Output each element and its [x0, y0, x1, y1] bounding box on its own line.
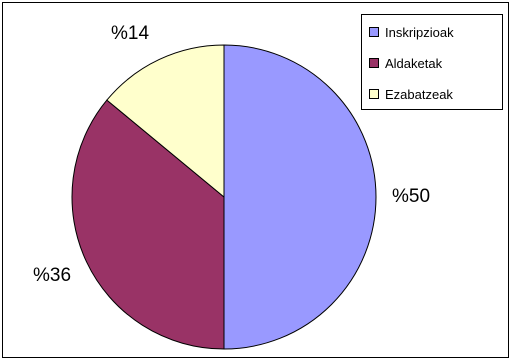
pie-slice-ezabatzeak — [106, 44, 225, 199]
legend-box — [361, 14, 503, 110]
legend-swatch-aldaketak — [369, 58, 379, 68]
pie-slice-inskripzioak — [223, 44, 377, 350]
data-label-inskripzioak: %50 — [392, 186, 430, 207]
legend-swatch-inskripzioak — [369, 27, 379, 37]
pie-data-labels: %50 %36 %14 — [33, 23, 430, 286]
legend-label-ezabatzeak: Ezabatzeak — [385, 87, 453, 102]
legend: Inskripzioak Aldaketak Ezabatzeak — [361, 14, 503, 110]
pie-slices — [71, 44, 377, 350]
legend-label-aldaketak: Aldaketak — [385, 56, 443, 71]
legend-swatch-ezabatzeak — [369, 89, 379, 99]
data-label-ezabatzeak: %14 — [111, 23, 149, 44]
data-label-aldaketak: %36 — [33, 265, 71, 286]
legend-label-inskripzioak: Inskripzioak — [385, 25, 454, 40]
pie-slice-aldaketak — [71, 99, 225, 350]
